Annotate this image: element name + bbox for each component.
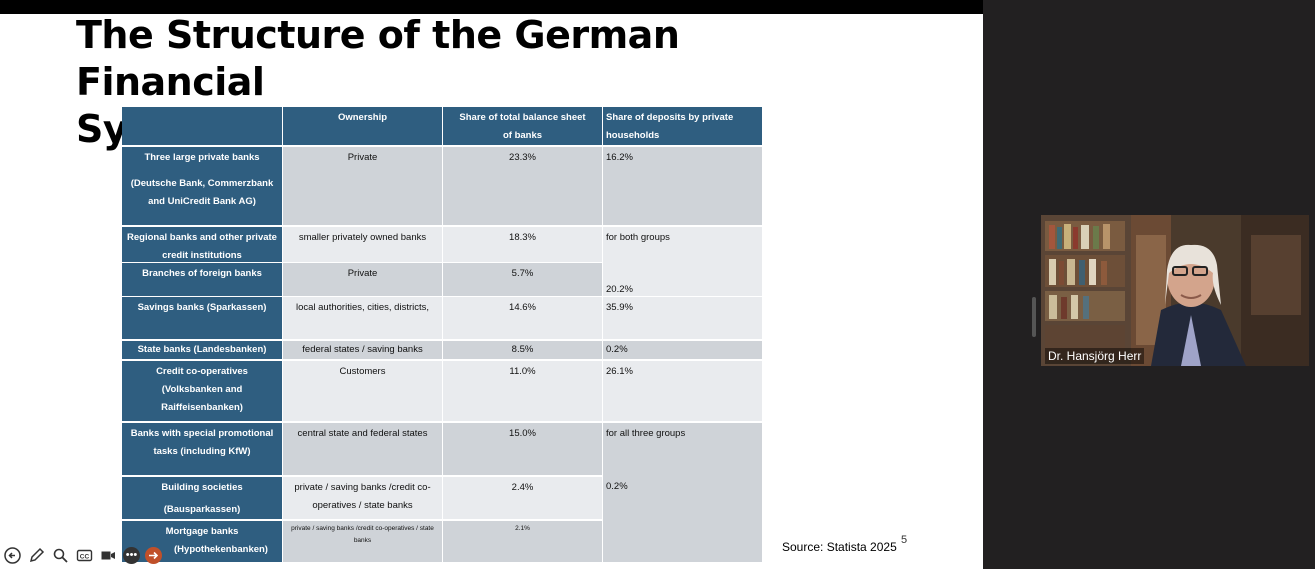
- cell-deposits: 16.2%: [603, 147, 762, 225]
- next-arrow-icon[interactable]: [145, 546, 162, 564]
- row-label-line: credit institutions: [162, 250, 242, 261]
- row-label-large-private: Three large private banks (Deutsche Bank…: [122, 147, 282, 225]
- cell-deposits-note: for all three groups: [606, 428, 686, 439]
- row-label-savings: Savings banks (Sparkassen): [122, 297, 282, 339]
- cell-ownership-line: operatives / state banks: [312, 500, 413, 511]
- participant-name-label: Dr. Hansjörg Herr: [1045, 348, 1145, 364]
- cell-ownership: private / saving banks /credit co- opera…: [283, 477, 442, 519]
- slideshow-toolbar: CC •••: [3, 545, 162, 565]
- header-share-balance-line1: Share of total balance sheet: [459, 112, 586, 123]
- row-label-line: (Bausparkassen): [163, 504, 241, 515]
- cc-icon[interactable]: CC: [75, 546, 94, 565]
- cell-ownership: Private: [283, 263, 442, 296]
- pen-icon[interactable]: [27, 546, 46, 565]
- cell-balance: 2.4%: [443, 477, 602, 519]
- header-blank: [122, 107, 282, 145]
- row-label-regional: Regional banks and other private credit …: [122, 227, 282, 262]
- row-label-line: Three large private banks: [144, 152, 260, 163]
- svg-text:CC: CC: [80, 553, 90, 560]
- cell-deposits-merged-three: for all three groups 0.2%: [603, 423, 762, 562]
- header-share-balance: Share of total balance sheet of banks: [443, 107, 602, 145]
- row-label-line: Regional banks and other private: [127, 232, 277, 243]
- row-label-line: (Volksbanken and: [161, 384, 243, 395]
- cell-deposits: 35.9%: [603, 297, 762, 339]
- cell-ownership-line: banks: [353, 537, 372, 544]
- header-share-deposits-line1: Share of deposits by private: [606, 112, 734, 123]
- cell-balance: 15.0%: [443, 423, 602, 475]
- cell-ownership: Customers: [283, 361, 442, 421]
- cell-balance: 14.6%: [443, 297, 602, 339]
- cell-balance: 8.5%: [443, 341, 602, 359]
- row-label-line: Banks with special promotional: [130, 428, 274, 439]
- row-label-state: State banks (Landesbanken): [122, 341, 282, 359]
- participant-video-tile: [1041, 215, 1309, 366]
- row-label-line: Raiffeisenbanken): [161, 402, 243, 413]
- header-share-deposits: Share of deposits by private households: [603, 107, 762, 145]
- cell-balance: 18.3%: [443, 227, 602, 262]
- cell-ownership-line: private / saving banks /credit co-: [294, 482, 431, 493]
- more-icon[interactable]: •••: [123, 546, 140, 564]
- cell-balance: 23.3%: [443, 147, 602, 225]
- row-label-promotional: Banks with special promotional tasks (in…: [122, 423, 282, 475]
- slide-top-bar: [0, 0, 983, 14]
- row-label-line: tasks (including KfW): [153, 446, 251, 457]
- row-label-line: (Deutsche Bank, Commerzbank: [130, 178, 274, 189]
- panel-resize-handle[interactable]: [1032, 297, 1036, 337]
- row-label-line: Building societies: [161, 482, 243, 493]
- header-ownership-text: Ownership: [337, 112, 388, 123]
- header-share-balance-line2: of banks: [502, 130, 543, 141]
- cell-deposits-note: for both groups: [606, 232, 670, 243]
- cell-ownership: smaller privately owned banks: [283, 227, 442, 262]
- cell-ownership: federal states / saving banks: [283, 341, 442, 359]
- row-label-line: (Hypothekenbanken): [174, 544, 268, 555]
- cell-deposits: 0.2%: [603, 341, 762, 359]
- row-label-building-societies: Building societies (Bausparkassen): [122, 477, 282, 519]
- cell-deposits: 26.1%: [603, 361, 762, 421]
- video-feed: [1041, 215, 1309, 366]
- row-label-cooperatives: Credit co-operatives (Volksbanken and Ra…: [122, 361, 282, 421]
- source-note: Source: Statista 2025: [782, 540, 897, 554]
- row-label-line: and UniCredit Bank AG): [148, 196, 256, 207]
- header-share-deposits-line2: households: [606, 130, 660, 141]
- page-number: 5: [901, 534, 908, 546]
- cell-balance: 2.1%: [443, 521, 602, 562]
- magnifier-icon[interactable]: [51, 546, 70, 565]
- cell-ownership: private / saving banks /credit co-operat…: [283, 521, 442, 562]
- row-label-line: Mortgage banks: [165, 526, 239, 537]
- row-label-foreign: Branches of foreign banks: [122, 263, 282, 296]
- presentation-slide: The Structure of the German Financial Sy…: [0, 0, 983, 569]
- financial-structure-table: Ownership Share of total balance sheet o…: [122, 107, 762, 562]
- header-ownership: Ownership: [283, 107, 442, 145]
- cell-ownership-line: private / saving banks /credit co-operat…: [291, 525, 434, 532]
- cell-balance: 5.7%: [443, 263, 602, 296]
- cell-deposits-value: 0.2%: [606, 481, 628, 492]
- cell-balance: 11.0%: [443, 361, 602, 421]
- cell-deposits-merged: for both groups 20.2%: [603, 227, 762, 296]
- back-arrow-icon[interactable]: [3, 546, 22, 565]
- title-line-1: The Structure of the German Financial: [76, 13, 680, 104]
- cell-deposits-value: 20.2%: [606, 284, 633, 295]
- video-camera-icon[interactable]: [99, 546, 118, 565]
- cell-ownership: central state and federal states: [283, 423, 442, 475]
- cell-ownership: local authorities, cities, districts,: [283, 297, 442, 339]
- cell-ownership: Private: [283, 147, 442, 225]
- row-label-line: Credit co-operatives: [156, 366, 248, 377]
